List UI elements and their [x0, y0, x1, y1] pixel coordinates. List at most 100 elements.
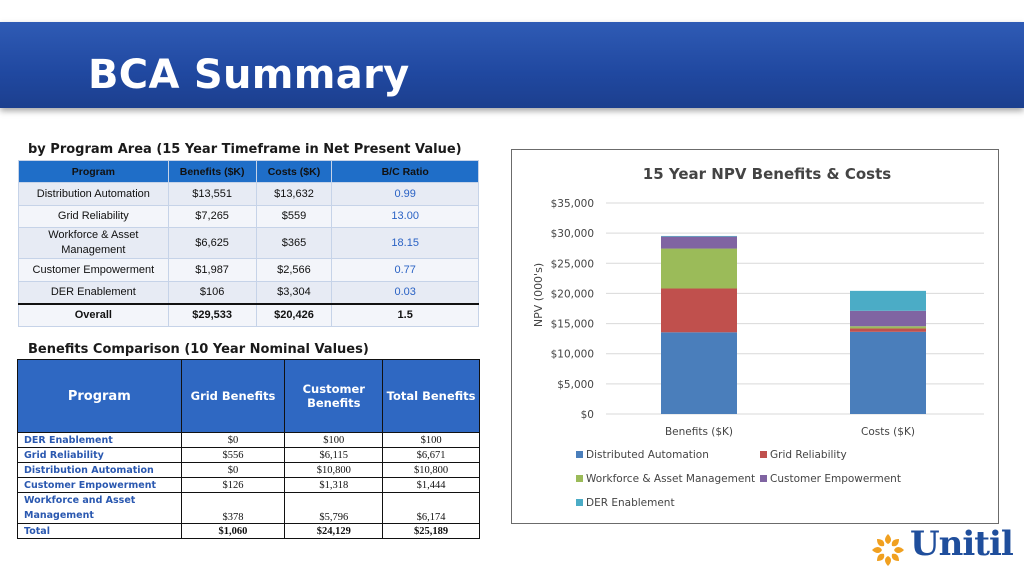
- nominal-header-program: Program: [17, 359, 182, 433]
- ratio-cell: 0.77: [331, 258, 479, 282]
- legend-label: Workforce & Asset Management: [586, 473, 755, 485]
- program-cell: Workforce and Asset Management: [17, 492, 182, 524]
- bar-segment: [661, 235, 737, 237]
- legend-label: Grid Reliability: [770, 449, 847, 461]
- total-customer: $24,129: [284, 523, 384, 539]
- nominal-table-header-row: Program Grid Benefits Customer Benefits …: [17, 359, 480, 433]
- legend-label: DER Enablement: [586, 497, 675, 509]
- chart-y-axis-label: NPV (000's): [532, 263, 545, 327]
- ratio-cell: 0.03: [331, 280, 479, 304]
- program-cell: DER Enablement: [18, 280, 169, 304]
- total-cell: $6,174: [382, 492, 480, 524]
- costs-cell: $559: [255, 204, 333, 228]
- y-tick-label: $20,000: [551, 288, 594, 300]
- program-cell: Customer Empowerment: [18, 258, 169, 282]
- y-tick-label: $0: [581, 409, 594, 421]
- bar-segment: [661, 332, 737, 414]
- chart-bars: [661, 235, 926, 414]
- npv-table-header-row: Program Benefits ($K) Costs ($K) B/C Rat…: [18, 160, 479, 183]
- total-cell: $10,800: [382, 462, 480, 478]
- bar-segment: [661, 248, 737, 289]
- program-cell: Workforce & Asset Management: [18, 227, 169, 259]
- table-row: Workforce & Asset Management $6,625 $365…: [18, 227, 479, 259]
- ratio-cell: 13.00: [331, 204, 479, 228]
- chart-legend: Distributed Automation Grid Reliability Wo…: [576, 449, 901, 509]
- y-tick-label: $10,000: [551, 349, 594, 361]
- bar-segment: [850, 326, 926, 329]
- npv-table-caption: by Program Area (15 Year Timeframe in Ne…: [28, 142, 462, 157]
- program-cell: DER Enablement: [17, 432, 182, 448]
- table-row: Grid Reliability $556 $6,115 $6,671: [17, 447, 480, 463]
- ratio-cell: 0.99: [331, 182, 479, 206]
- customer-cell: $1,318: [284, 477, 384, 493]
- customer-cell: $6,115: [284, 447, 384, 463]
- costs-cell: $13,632: [255, 182, 333, 206]
- total-row: Total $1,060 $24,129 $25,189: [17, 523, 480, 539]
- npv-header-ratio: B/C Ratio: [331, 160, 479, 183]
- chart-labels: $0 $5,000 $10,000 $15,000 $20,000 $25,000 $30,…: [551, 198, 915, 438]
- total-cell: $6,671: [382, 447, 480, 463]
- npv-header-costs: Costs ($K): [255, 160, 333, 183]
- y-tick-label: $30,000: [551, 228, 594, 240]
- grid-cell: $0: [180, 432, 286, 448]
- npv-header-benefits: Benefits ($K): [167, 160, 257, 183]
- table-row: DER Enablement $106 $3,304 0.03: [18, 280, 479, 304]
- npv-table: Program Benefits ($K) Costs ($K) B/C Rat…: [18, 160, 479, 327]
- costs-cell: $2,566: [255, 258, 333, 282]
- y-tick-label: $15,000: [551, 319, 594, 331]
- table-row: Distribution Automation $0 $10,800 $10,8…: [17, 462, 480, 478]
- program-cell: Grid Reliability: [18, 204, 169, 228]
- program-cell: Distribution Automation: [17, 462, 182, 478]
- grid-cell: $126: [180, 477, 286, 493]
- legend-label: Distributed Automation: [586, 449, 709, 461]
- slide-title: BCA Summary: [88, 52, 410, 98]
- benefits-cell: $6,625: [167, 227, 257, 259]
- x-tick-label: Costs ($K): [861, 426, 915, 438]
- legend-swatch: [576, 499, 583, 506]
- total-grid: $1,060: [180, 523, 286, 539]
- y-tick-label: $25,000: [551, 258, 594, 270]
- company-logo: Unitil: [868, 524, 1014, 568]
- grid-cell: $0: [180, 462, 286, 478]
- table-row: Customer Empowerment $1,987 $2,566 0.77: [18, 258, 479, 282]
- bar-segment: [850, 328, 926, 332]
- legend-swatch: [576, 475, 583, 482]
- logo-wordmark: Unitil: [910, 524, 1014, 564]
- legend-swatch: [760, 451, 767, 458]
- ratio-cell: 18.15: [331, 227, 479, 259]
- legend-swatch: [760, 475, 767, 482]
- bar-segment: [850, 331, 926, 414]
- nominal-header-grid: Grid Benefits: [180, 359, 286, 433]
- table-row: Distribution Automation $13,551 $13,632 …: [18, 182, 479, 206]
- title-banner: BCA Summary: [0, 22, 1024, 108]
- table-row: Workforce and Asset Management $378 $5,7…: [17, 492, 480, 524]
- costs-cell: $365: [255, 227, 333, 259]
- legend-label: Customer Empowerment: [770, 473, 901, 485]
- grid-cell: $378: [180, 492, 286, 524]
- benefits-cell: $13,551: [167, 182, 257, 206]
- x-tick-label: Benefits ($K): [665, 426, 733, 438]
- table-row: Customer Empowerment $126 $1,318 $1,444: [17, 477, 480, 493]
- overall-label: Overall: [18, 302, 169, 327]
- table-row: Grid Reliability $7,265 $559 13.00: [18, 204, 479, 228]
- total-total: $25,189: [382, 523, 480, 539]
- table-row: DER Enablement $0 $100 $100: [17, 432, 480, 448]
- program-cell: Grid Reliability: [17, 447, 182, 463]
- y-tick-label: $5,000: [557, 379, 594, 391]
- benefits-cell: $1,987: [167, 258, 257, 282]
- bar-segment: [850, 310, 926, 327]
- benefits-cell: $7,265: [167, 204, 257, 228]
- overall-costs: $20,426: [255, 302, 333, 327]
- overall-benefits: $29,533: [167, 302, 257, 327]
- legend-swatch: [576, 451, 583, 458]
- nominal-table-caption: Benefits Comparison (10 Year Nominal Val…: [28, 342, 369, 357]
- overall-ratio: 1.5: [331, 302, 479, 327]
- npv-header-program: Program: [18, 160, 169, 183]
- total-cell: $1,444: [382, 477, 480, 493]
- sun-swirl-icon: [872, 534, 904, 566]
- nominal-table: Program Grid Benefits Customer Benefits …: [17, 359, 480, 539]
- overall-row: Overall $29,533 $20,426 1.5: [18, 302, 479, 327]
- bar-segment: [850, 290, 926, 311]
- program-cell: Customer Empowerment: [17, 477, 182, 493]
- customer-cell: $100: [284, 432, 384, 448]
